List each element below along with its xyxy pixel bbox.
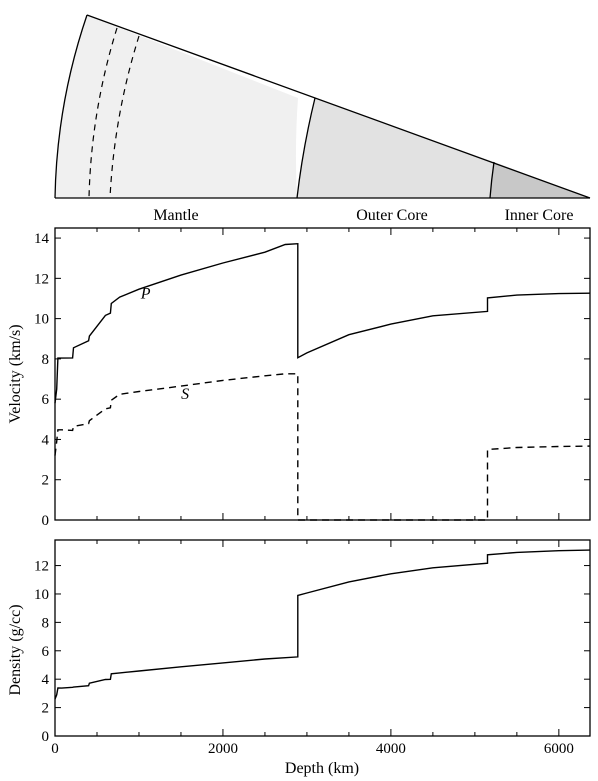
density-y-tick-label: 6 <box>42 644 50 660</box>
density-y-ticks: 0 2 4 6 8 10 12 <box>34 559 590 745</box>
surface-arc <box>54 14 88 199</box>
density-y-tick-label: 4 <box>42 672 50 688</box>
density-curve-line <box>54 549 591 700</box>
velocity-y-tick-label: 12 <box>34 271 49 287</box>
velocity-y-ticks: 0 2 4 6 8 10 12 14 <box>34 231 590 529</box>
density-x-tick-label: 6000 <box>544 741 574 757</box>
curve-label-p: P <box>140 285 151 302</box>
density-panel: 0 2 4 6 8 10 12 0 2000 4000 6000 Density (g/cc) D… <box>7 539 591 777</box>
inner-core-label: Inner Core <box>505 207 574 224</box>
velocity-y-axis-label: Velocity (km/s) <box>7 324 24 423</box>
curve-label-s: S <box>181 386 189 403</box>
velocity-y-tick-label: 10 <box>34 312 49 328</box>
mantle-region <box>55 15 298 198</box>
density-x-tick-label: 0 <box>51 741 59 757</box>
velocity-y-tick-label: 0 <box>42 513 50 529</box>
velocity-curve-p-wave <box>54 242 591 404</box>
velocity-y-tick-label: 2 <box>42 473 50 489</box>
density-x-tick-label: 4000 <box>376 741 406 757</box>
outer-core-region <box>297 98 494 198</box>
velocity-y-tick-label: 4 <box>42 432 50 448</box>
earth-wedge-diagram: Mantle Outer Core Inner Core <box>54 14 591 224</box>
velocity-curve-s-wave <box>54 373 591 521</box>
core-mantle-boundary-arc <box>296 97 316 199</box>
density-y-tick-label: 8 <box>42 615 50 631</box>
density-y-tick-label: 0 <box>42 729 50 745</box>
density-x-tick-label: 2000 <box>208 741 238 757</box>
transition-zone-660-line <box>109 35 140 199</box>
velocity-curve-labels: PS <box>140 285 189 403</box>
velocity-y-tick-label: 8 <box>42 352 50 368</box>
outer-core-label: Outer Core <box>356 207 428 224</box>
density-y-tick-label: 10 <box>34 587 49 603</box>
density-x-axis-label: Depth (km) <box>285 760 359 777</box>
density-plot-frame <box>54 539 591 737</box>
density-y-tick-label: 12 <box>34 559 49 575</box>
density-y-tick-label: 2 <box>42 701 50 717</box>
velocity-y-tick-label: 14 <box>34 231 50 247</box>
transition-zone-410-line <box>88 27 118 199</box>
mantle-label: Mantle <box>153 207 198 224</box>
density-curves <box>54 549 591 700</box>
velocity-x-ticks <box>54 228 560 520</box>
density-y-axis-label: Density (g/cc) <box>7 604 24 695</box>
velocity-plot-frame <box>54 227 591 521</box>
velocity-curves <box>54 242 591 521</box>
velocity-y-tick-label: 6 <box>42 392 50 408</box>
density-x-ticks: 0 2000 4000 6000 <box>51 540 574 757</box>
wedge-top-edge <box>86 14 591 199</box>
